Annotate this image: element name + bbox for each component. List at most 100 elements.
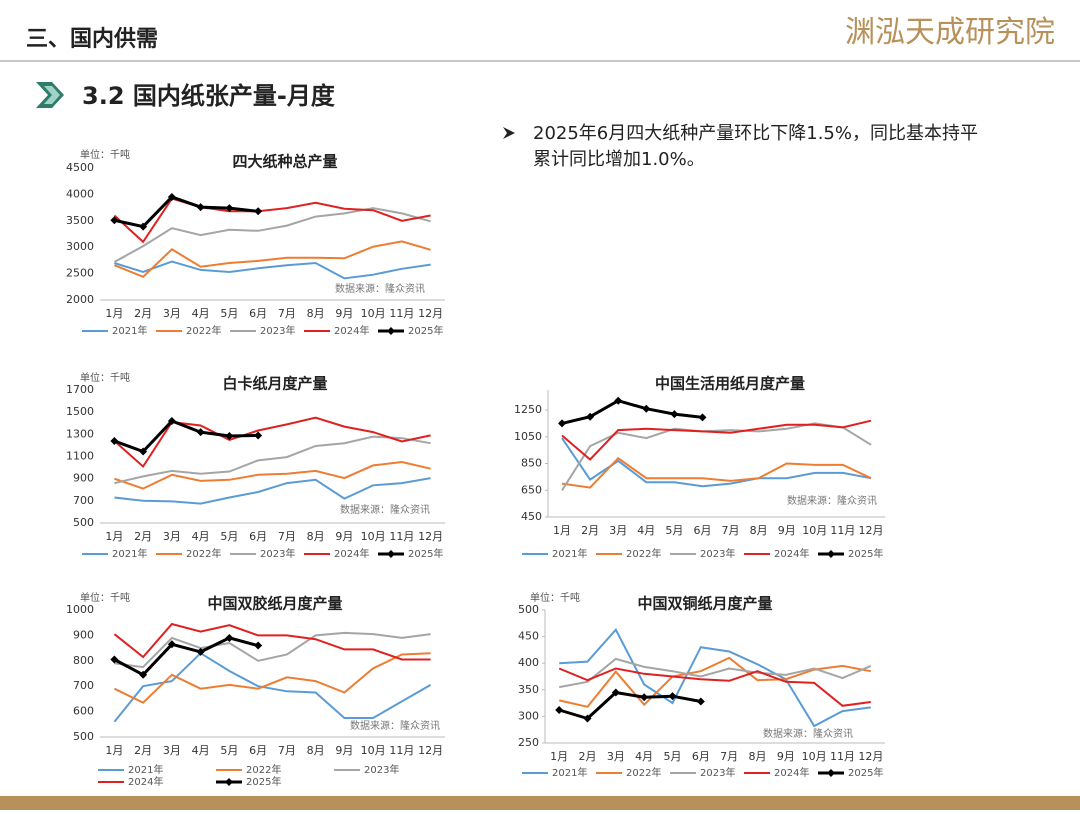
unit-label: 单位：千吨	[80, 371, 130, 384]
series-point	[254, 207, 263, 216]
series-point	[139, 670, 148, 679]
source-note: 数据来源：隆众资讯	[763, 727, 853, 740]
x-tick-label: 4月	[192, 307, 210, 320]
series-point	[668, 692, 677, 701]
y-tick-label: 500	[73, 730, 94, 743]
x-tick-label: 2月	[134, 744, 152, 757]
series-line	[114, 435, 431, 485]
x-tick-label: 8月	[749, 750, 767, 763]
series-line	[113, 416, 431, 469]
logo: 渊泓天成研究院	[845, 15, 1055, 50]
legend-marker	[387, 327, 395, 335]
y-tick-label: 1300	[66, 427, 94, 440]
x-tick-label: 7月	[722, 524, 740, 537]
series-point	[586, 412, 595, 421]
legend-label: 2024年	[774, 547, 809, 560]
series-point	[139, 222, 148, 231]
legend-label: 2023年	[700, 547, 735, 560]
x-tick-label: 8月	[307, 744, 325, 757]
x-tick-label: 5月	[220, 307, 238, 320]
y-tick-label: 500	[518, 603, 539, 616]
x-tick-label: 6月	[692, 750, 710, 763]
series-line	[114, 460, 431, 490]
chart-title: 中国双胶纸月度产量	[207, 595, 342, 613]
series-point	[110, 216, 119, 225]
series-point	[110, 655, 119, 664]
series-point	[225, 204, 234, 213]
y-tick-label: 400	[518, 656, 539, 669]
x-tick-label: 7月	[278, 530, 296, 543]
series-line	[114, 631, 431, 669]
series-point	[640, 693, 649, 702]
legend-label: 2024年	[334, 547, 369, 560]
y-tick-label: 700	[73, 494, 94, 507]
x-tick-label: 9月	[335, 530, 353, 543]
x-tick-label: 9月	[335, 307, 353, 320]
series-line	[113, 651, 432, 723]
legend-label: 2022年	[186, 324, 221, 337]
y-tick-label: 1100	[66, 450, 94, 463]
series-point	[196, 203, 205, 212]
series-point	[167, 417, 176, 426]
series-line	[113, 197, 431, 244]
y-tick-label: 900	[73, 472, 94, 485]
x-tick-label: 12月	[858, 524, 883, 537]
chart-title: 中国生活用纸月度产量	[655, 375, 805, 393]
series-line	[558, 667, 871, 707]
x-tick-label: 3月	[607, 750, 625, 763]
x-tick-label: 1月	[553, 524, 571, 537]
x-tick-label: 5月	[220, 744, 238, 757]
source-note: 数据来源：隆众资讯	[787, 494, 877, 507]
legend-label: 2025年	[848, 547, 883, 560]
footer-bar	[0, 796, 1080, 810]
series-line	[114, 240, 431, 278]
y-tick-label: 4000	[66, 187, 94, 200]
unit-label: 单位：千吨	[80, 148, 130, 161]
x-tick-label: 8月	[307, 307, 325, 320]
y-tick-label: 300	[518, 709, 539, 722]
series-point	[696, 697, 705, 706]
y-tick-label: 450	[521, 510, 542, 523]
series-line	[558, 656, 871, 708]
legend-label: 2021年	[552, 547, 587, 560]
x-tick-label: 9月	[335, 744, 353, 757]
series-line	[561, 399, 703, 425]
series-line	[114, 260, 431, 280]
series-line	[113, 622, 431, 661]
section-arrow-inner	[44, 86, 60, 104]
x-tick-label: 10月	[361, 307, 386, 320]
y-tick-label: 2000	[66, 293, 94, 306]
y-tick-label: 1050	[514, 430, 542, 443]
y-tick-label: 250	[518, 736, 539, 749]
x-tick-label: 8月	[307, 530, 325, 543]
x-tick-label: 2月	[581, 524, 599, 537]
series-line	[113, 636, 259, 677]
series-line	[559, 627, 871, 728]
x-tick-label: 6月	[249, 530, 267, 543]
series-line	[559, 657, 872, 689]
series-line	[113, 652, 431, 704]
y-tick-label: 3000	[66, 240, 94, 253]
series-point	[642, 404, 651, 413]
series-point	[196, 428, 205, 437]
series-point	[555, 706, 564, 715]
y-tick-label: 4500	[66, 161, 94, 174]
legend-label: 2023年	[364, 763, 399, 776]
y-tick-label: 600	[73, 705, 94, 718]
x-tick-label: 11月	[830, 750, 855, 763]
x-tick-label: 3月	[609, 524, 627, 537]
legend-label: 2024年	[334, 324, 369, 337]
x-tick-label: 1月	[550, 750, 568, 763]
series-point	[225, 431, 234, 440]
x-tick-label: 12月	[418, 744, 443, 757]
y-tick-label: 500	[73, 516, 94, 529]
legend-label: 2022年	[246, 763, 281, 776]
legend-label: 2025年	[848, 766, 883, 779]
legend-label: 2021年	[112, 547, 147, 560]
chart-title: 四大纸种总产量	[232, 153, 337, 171]
legend-label: 2025年	[408, 547, 443, 560]
x-tick-label: 5月	[664, 750, 682, 763]
x-tick-label: 11月	[389, 530, 414, 543]
legend-label: 2022年	[626, 547, 661, 560]
legend-label: 2025年	[408, 324, 443, 337]
